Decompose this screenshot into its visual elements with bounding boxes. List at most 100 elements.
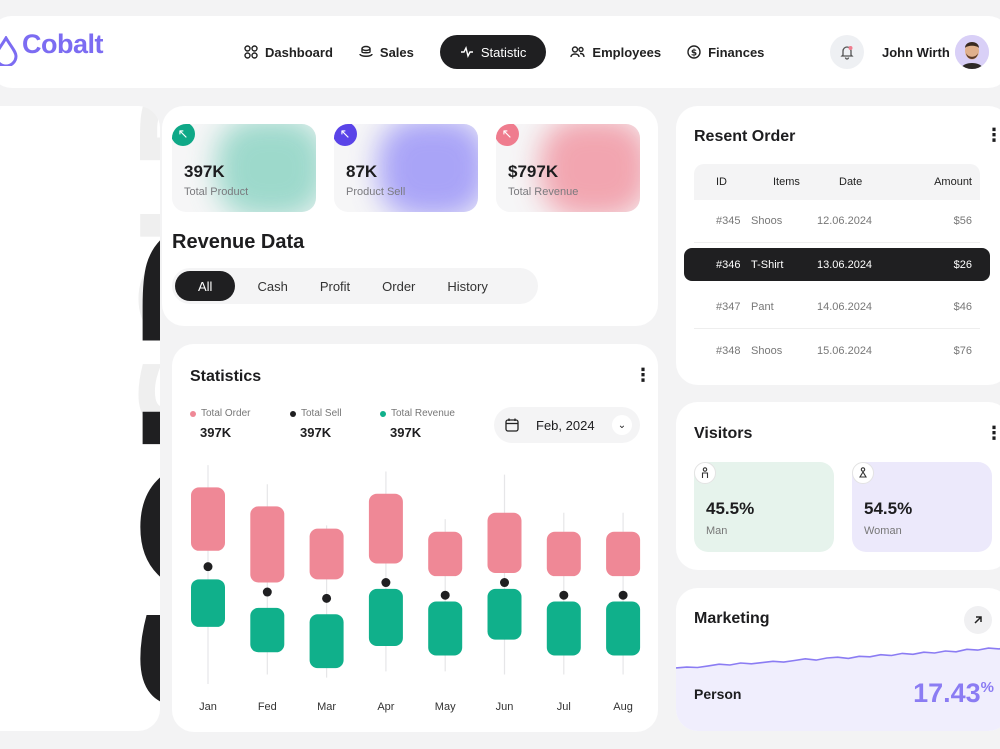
bell-icon [840, 46, 854, 60]
cell-date: 12.06.2024 [817, 215, 873, 227]
chart-bar-total-order [428, 531, 463, 577]
revenue-title: Revenue Data [172, 231, 305, 253]
avatar[interactable] [955, 35, 989, 69]
cell-amount: $56 [953, 215, 972, 227]
chart-x-tick-label: Apr [377, 701, 394, 713]
legend-total-revenue: Total Revenue 397K [380, 408, 455, 440]
card-glow [378, 124, 478, 212]
card-glow [216, 124, 316, 212]
legend-name: Total Revenue [391, 408, 455, 419]
arrow-up-left-icon: ↖ [496, 124, 519, 146]
users-icon [570, 46, 586, 58]
filter-order[interactable]: Order [382, 278, 416, 294]
chart-point-total-sell [262, 587, 272, 597]
chart-point-total-sell [203, 562, 213, 572]
marketing-value-number: 17.43 [913, 678, 981, 708]
calendar-icon [505, 418, 519, 432]
statistics-more-icon[interactable]: ⋮ [634, 365, 652, 385]
cell-date: 15.06.2024 [817, 344, 873, 357]
orders-table-header: ID Items Date Amount [694, 164, 980, 200]
visitors-title: Visitors [694, 425, 753, 442]
main-nav: Dashboard Sales Statistic Employees $ Fi… [232, 35, 778, 69]
dollar-icon: $ [687, 45, 701, 59]
chart-bar-total-order [191, 487, 225, 551]
filter-all[interactable]: All [175, 271, 236, 301]
statistics-title: Statistics [190, 368, 262, 385]
nav-finances[interactable]: $ Finances [675, 35, 776, 69]
nav-employees[interactable]: Employees [558, 35, 673, 69]
nav-dashboard[interactable]: Dashboard [232, 35, 345, 69]
orders-more-icon[interactable]: ⋮ [985, 125, 1000, 145]
legend-total-sell: Total Sell 397K [290, 408, 342, 440]
date-picker[interactable]: Feb, 2024 ⌄ [494, 407, 640, 443]
nav-statistic[interactable]: Statistic [439, 35, 547, 69]
chart-point-total-sell [322, 593, 332, 603]
cell-date: 13.06.2024 [817, 258, 873, 271]
chart-x-tick-label: Jul [557, 701, 571, 713]
legend-name: Total Sell [301, 408, 342, 419]
chart-point-total-sell [381, 578, 391, 588]
chart-bar-total-revenue [191, 579, 225, 627]
drop-icon [0, 36, 18, 66]
col-amount: Amount [934, 176, 972, 188]
chart-bar-total-revenue [250, 607, 285, 653]
table-row[interactable]: #348 Shoos 15.06.2024 $76 [694, 329, 980, 372]
visitor-value: 45.5% [706, 499, 755, 518]
chart-x-tick-label: Jun [496, 701, 514, 713]
stat-label: Total Revenue [508, 186, 579, 198]
legend-dot [290, 410, 296, 417]
marketing-trend-chart [676, 647, 1000, 731]
cell-item: Shoos [751, 215, 783, 227]
marketing-title: Marketing [694, 610, 770, 627]
user-name[interactable]: John Wirth [882, 45, 950, 60]
user-avatar-icon [955, 35, 989, 69]
visitor-card-woman[interactable]: 54.5% Woman [852, 462, 992, 552]
brand-logo[interactable]: Cobalt [0, 29, 104, 66]
marketing-trend-area [676, 648, 1000, 731]
col-id: ID [716, 176, 727, 188]
arrow-up-right-icon[interactable] [964, 606, 992, 634]
nav-sales-label: Sales [379, 44, 414, 60]
visitor-label: Man [706, 525, 728, 537]
grid-icon [244, 45, 258, 59]
stat-card-total-product[interactable]: ↖ 397K Total Product [172, 124, 316, 212]
chart-bar-total-order [606, 531, 641, 577]
chart-x-tick-label: Jan [199, 701, 217, 713]
chart-bar-total-revenue [309, 614, 344, 669]
chart-x-tick-label: Mar [317, 701, 336, 713]
chart-x-tick-label: May [435, 701, 456, 713]
sold-decorative-panel: SOLD SOLD [0, 106, 160, 731]
nav-dashboard-label: Dashboard [265, 44, 333, 60]
filter-history[interactable]: History [447, 278, 488, 294]
nav-finances-label: Finances [708, 44, 765, 60]
chart-bar-total-order [250, 506, 285, 583]
stat-card-product-sell[interactable]: ↖ 87K Product Sell [334, 124, 478, 212]
filter-profit[interactable]: Profit [319, 278, 351, 294]
filter-cash[interactable]: Cash [257, 278, 288, 294]
chart-point-total-sell [440, 590, 450, 600]
card-glow [540, 124, 640, 212]
statistics-panel: Statistics ⋮ Total Order 397K Total Sell… [172, 344, 658, 732]
cell-date: 14.06.2024 [817, 301, 873, 313]
chart-point-total-sell [618, 590, 628, 600]
cell-id: #345 [716, 215, 741, 227]
date-picker-value: Feb, 2024 [536, 417, 595, 433]
cell-amount: $76 [953, 344, 972, 357]
legend-dot [380, 410, 386, 417]
cell-item: Shoos [751, 344, 783, 357]
table-row-selected[interactable]: #346 T-Shirt 13.06.2024 $26 [684, 248, 990, 281]
nav-statistic-label: Statistic [480, 44, 527, 60]
col-date: Date [839, 176, 863, 188]
chevron-down-icon: ⌄ [612, 415, 632, 435]
notifications-button[interactable] [830, 35, 864, 69]
visitor-label: Woman [864, 525, 902, 537]
stat-card-total-revenue[interactable]: ↖ $797K Total Revenue [496, 124, 640, 212]
table-row[interactable]: #345 Shoos 12.06.2024 $56 [694, 200, 980, 243]
nav-sales[interactable]: Sales [347, 35, 426, 69]
table-row[interactable]: #347 Pant 14.06.2024 $46 [694, 286, 980, 329]
visitors-more-icon[interactable]: ⋮ [985, 423, 1000, 443]
stat-value: 87K [346, 162, 378, 181]
activity-icon [460, 45, 473, 59]
visitor-card-man[interactable]: 45.5% Man [694, 462, 834, 552]
stat-label: Product Sell [346, 186, 406, 198]
